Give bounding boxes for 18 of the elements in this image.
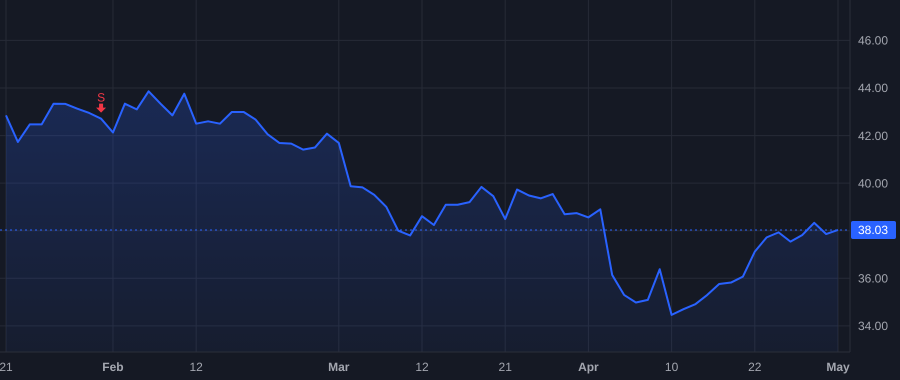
x-tick-label: Apr [578,360,600,374]
x-tick-label: 10 [664,360,679,374]
y-tick-label: 34.00 [858,319,888,334]
x-tick-label: May [826,360,850,374]
x-tick-label: 12 [189,360,204,374]
x-tick-label: 21 [0,360,13,374]
x-tick-label: Mar [328,360,350,374]
x-tick-label: Feb [102,360,124,374]
x-tick-label: 22 [748,360,762,374]
y-tick-label: 46.00 [858,34,888,48]
ref-line-label: 38.03 [858,223,888,238]
y-tick-label: 40.00 [858,176,888,190]
y-tick-label: 44.00 [858,81,888,96]
y-tick-label: 42.00 [858,128,888,143]
x-tick-label: 21 [498,360,512,374]
y-tick-label: 36.00 [858,271,888,286]
annotation: S [97,90,106,105]
x-tick-label: 12 [415,360,429,374]
